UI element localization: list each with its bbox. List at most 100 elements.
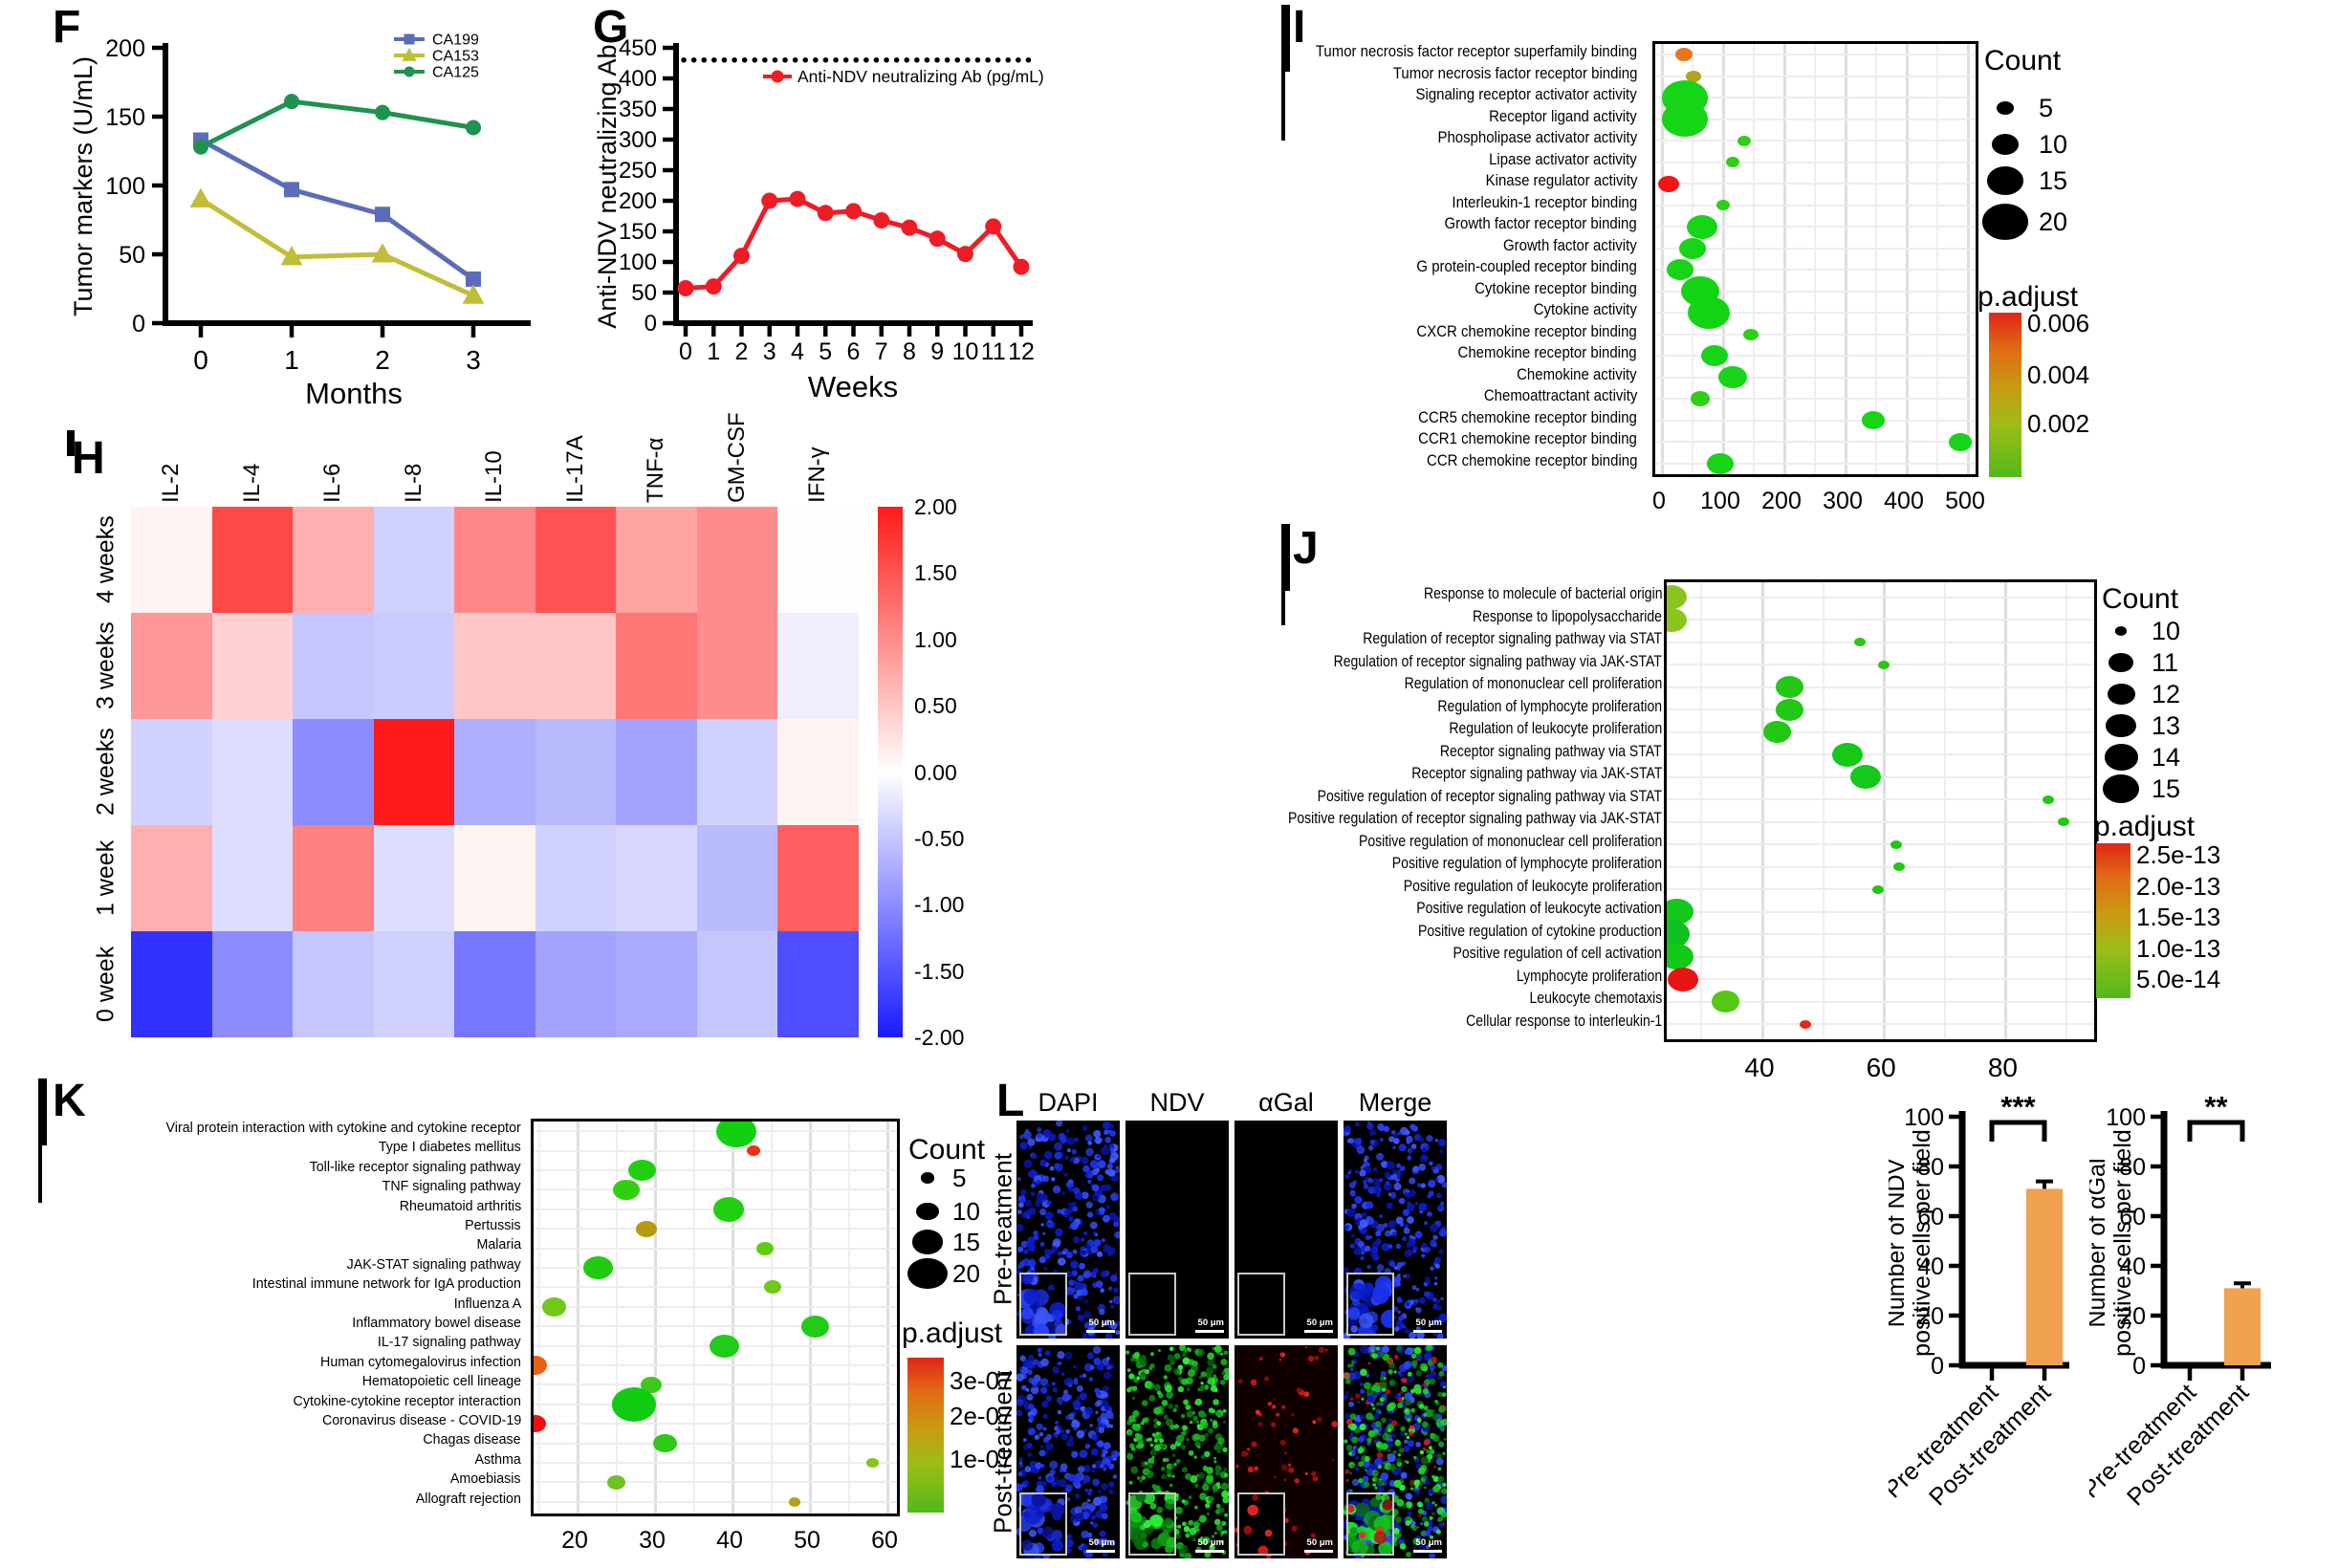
padjust-tick	[1281, 141, 1289, 143]
term-axis-tick	[38, 1122, 47, 1125]
gridline-v	[1875, 44, 1877, 474]
scale-bar: 50 μm	[1195, 1318, 1224, 1333]
term-axis-tick	[1281, 540, 1290, 544]
svg-text:200: 200	[105, 35, 145, 62]
dotplot-area	[531, 1119, 900, 1516]
gridline-h	[1655, 290, 1976, 293]
scale-bar-text: 50 μm	[1088, 1318, 1115, 1329]
colorbar-tick-label: -2.00	[914, 1025, 965, 1050]
gridline-v	[1943, 582, 1946, 1039]
count-legend-value: 10	[952, 1197, 980, 1226]
panel-H: H IL-2 IL-4 IL-6 IL-8 IL-10 IL-17A TNF-α GM-CSF…	[67, 412, 1038, 1085]
heatmap-col-label: IL-6	[319, 463, 346, 503]
term-axis-tick	[1281, 21, 1290, 25]
microscopy-image: 50 μm	[1344, 1345, 1447, 1558]
svg-text:450: 450	[619, 35, 657, 61]
padjust-tick	[1281, 634, 1289, 637]
count-legend-dot	[2109, 652, 2133, 673]
colorbar-tick	[67, 453, 75, 456]
count-legend-dot	[2106, 713, 2136, 738]
gridline-h	[534, 1286, 897, 1289]
gridline-v	[1761, 582, 1764, 1039]
colorbar-tick-label: 0.50	[914, 693, 957, 719]
padjust-colorbar	[1989, 313, 2021, 477]
scale-bar: 50 μm	[1086, 1318, 1115, 1333]
term-axis-tick	[1281, 14, 1290, 18]
dotplot-term-label: CCR1 chemokine receptor binding	[1418, 429, 1637, 447]
svg-text:40: 40	[1917, 1253, 1944, 1280]
dotplot-point	[756, 1241, 774, 1255]
x-axis-tick-label: 60	[1866, 1053, 1896, 1082]
heatmap-cell	[696, 507, 777, 613]
gridline-h	[1667, 1023, 2094, 1026]
gridline-h	[1655, 355, 1976, 358]
svg-text:0: 0	[2132, 1353, 2146, 1380]
dotplot-point	[1679, 237, 1706, 259]
gridline-v	[1661, 44, 1664, 474]
dotplot-term-label: CCR5 chemokine receptor binding	[1418, 407, 1637, 426]
svg-text:**: **	[2204, 1090, 2228, 1123]
padjust-tick-label: 1.0e-13	[2136, 933, 2221, 963]
gridline-v	[1845, 44, 1847, 474]
x-axis-tick	[38, 1157, 42, 1168]
dotplot-term-label: Positive regulation of leukocyte prolife…	[1403, 877, 1662, 895]
gridline-v	[1883, 582, 1886, 1039]
dotplot-point	[1675, 48, 1693, 62]
count-legend-dot	[2107, 683, 2135, 706]
ndv-bar-chart: Number of NDV positive cells per field 0 20…	[1879, 1078, 2111, 1563]
neutralizing-ab-line-chart: 0 50 100 150 200 250 300 350 400 450 0 1 2 3 4 5 6 7 8 9 10 1…	[593, 5, 1081, 430]
count-legend-value: 13	[2152, 711, 2181, 740]
x-axis-tick	[1281, 72, 1285, 83]
microscopy-inset	[1128, 1492, 1176, 1556]
dotplot-point	[1878, 660, 1890, 669]
dotplot-point	[652, 1433, 678, 1453]
term-axis-tick	[1281, 580, 1290, 584]
count-legend-value: 20	[952, 1259, 980, 1288]
dotplot-point	[746, 1145, 760, 1157]
term-axis-tick	[38, 1119, 47, 1122]
gridline-h	[534, 1305, 897, 1308]
x-axis-tick-label: 80	[1987, 1053, 2018, 1082]
padjust-tick-label: 1e-07	[950, 1445, 1014, 1474]
gridline-v	[1692, 44, 1693, 474]
scale-bar: 50 μm	[1195, 1537, 1224, 1553]
count-legend-dot	[1987, 166, 2023, 195]
dotplot-point	[641, 1376, 662, 1393]
dotplot-area	[1664, 579, 2097, 1042]
count-legend-dot	[1997, 100, 2014, 115]
gridline-h	[534, 1149, 897, 1152]
gridline-h	[534, 1364, 897, 1366]
dotplot-point	[534, 1415, 547, 1433]
heatmap-cell	[293, 931, 374, 1037]
gridline-h	[534, 1247, 897, 1250]
count-legend-title: Count	[1984, 45, 2062, 76]
microscopy-image: 50 μm	[1016, 1121, 1120, 1339]
gridline-h	[1667, 1000, 2094, 1003]
term-axis-tick	[1281, 544, 1290, 548]
dotplot-term-label: Phospholipase activator activity	[1437, 128, 1637, 146]
term-axis-tick	[1281, 557, 1290, 561]
svg-text:20: 20	[1917, 1303, 1944, 1330]
gridline-h	[1667, 708, 2094, 711]
x-axis-tick-label: 40	[1744, 1053, 1775, 1082]
count-legend-dot	[916, 1202, 939, 1221]
panel-letter-G: G	[593, 2, 629, 53]
term-axis-tick	[1281, 61, 1290, 65]
svg-text:40: 40	[2119, 1253, 2146, 1280]
term-axis-tick	[38, 1132, 47, 1136]
heatmap-cell	[293, 613, 374, 719]
padjust-legend-title: p.adjust	[902, 1318, 1003, 1349]
heatmap-cell	[696, 613, 777, 719]
svg-text:Number of NDV: Number of NDV	[1889, 1158, 1910, 1327]
heatmap-cell	[777, 825, 859, 931]
term-axis-tick	[38, 1085, 47, 1089]
dotplot-term-label: Intestinal immune network for IgA produc…	[251, 1275, 521, 1293]
gridline-h	[1667, 865, 2094, 868]
dotplot-term-label: Receptor signaling pathway via JAK-STAT	[1410, 765, 1662, 782]
term-axis-tick	[38, 1108, 47, 1112]
tumor-markers-line-chart: 0 50 100 150 200 0 1 2 3 Months Tumor markers (U/m…	[38, 5, 593, 430]
padjust-tick-label: 0.004	[2027, 359, 2090, 389]
dotplot-point	[1832, 742, 1864, 767]
count-legend-value: 15	[952, 1228, 980, 1256]
gridline-v	[2065, 582, 2067, 1039]
